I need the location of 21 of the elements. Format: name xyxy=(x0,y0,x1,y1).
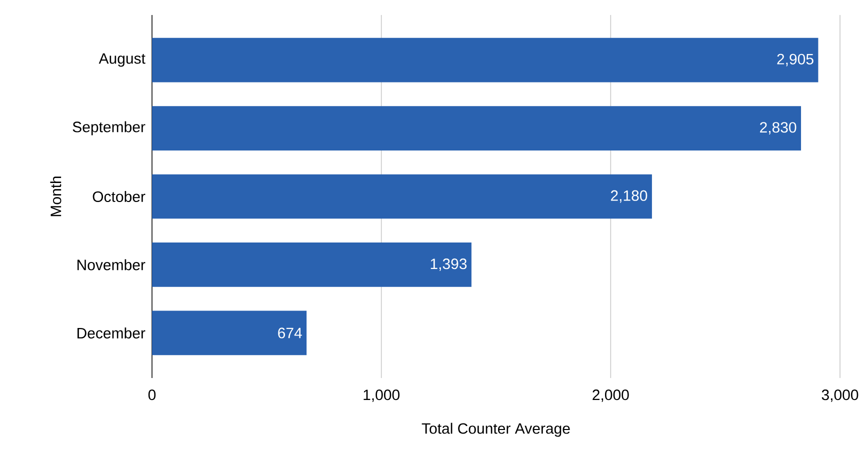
x-tick-label: 1,000 xyxy=(364,390,400,402)
y-tick-label: November xyxy=(78,259,146,270)
y-tick-label: September xyxy=(72,121,146,136)
bar xyxy=(152,38,818,82)
data-label: 1,393 xyxy=(430,258,467,271)
data-label: 674 xyxy=(278,328,302,338)
y-axis-title: Month xyxy=(50,176,62,216)
y-tick-label: December xyxy=(78,327,146,338)
bar xyxy=(152,310,307,356)
x-tick-label: 3,000 xyxy=(822,390,858,402)
y-tick-label: August xyxy=(98,53,146,67)
x-tick-label: 0 xyxy=(148,390,156,400)
data-label: 2,180 xyxy=(610,190,648,203)
x-tick-label: 2,000 xyxy=(592,390,629,402)
bar xyxy=(152,242,472,287)
data-label: 2,905 xyxy=(777,54,814,66)
bar xyxy=(152,174,652,219)
x-axis-title: Total Counter Average xyxy=(422,422,570,437)
y-tick-label: October xyxy=(92,190,146,202)
bar xyxy=(152,106,802,150)
data-label: 2,830 xyxy=(760,122,796,134)
